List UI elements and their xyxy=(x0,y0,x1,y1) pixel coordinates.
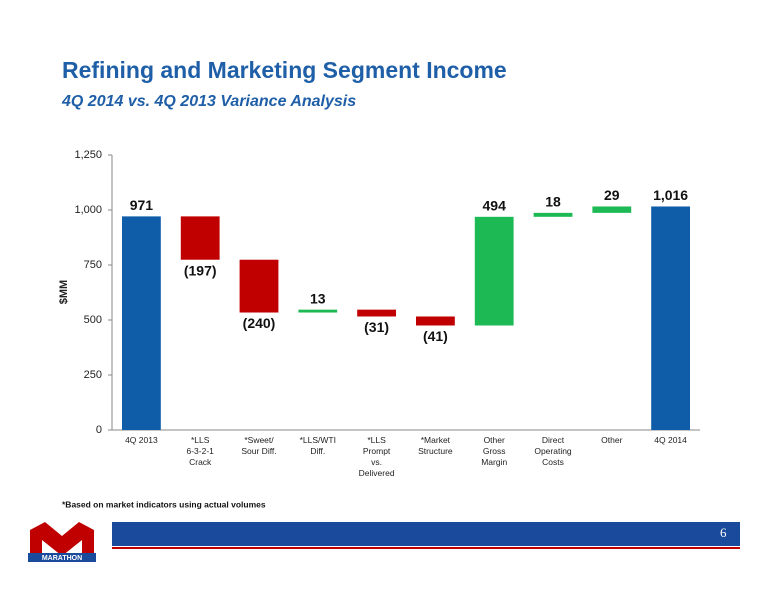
value-label: 29 xyxy=(604,187,620,203)
x-tick-line: Other xyxy=(484,435,505,445)
bar xyxy=(357,309,397,317)
x-tick-line: Margin xyxy=(481,457,507,467)
page-number: 6 xyxy=(720,525,727,540)
bar xyxy=(592,206,632,213)
value-label: (41) xyxy=(423,328,448,344)
bar xyxy=(533,212,573,217)
bar xyxy=(180,216,220,260)
y-tick-label: 1,000 xyxy=(74,204,102,216)
x-tick-label: *Market Structure xyxy=(418,435,453,456)
value-label: (240) xyxy=(243,315,276,331)
x-tick-line: *LLS xyxy=(367,435,386,445)
logo-band xyxy=(28,553,96,562)
x-tick-line: Crack xyxy=(189,457,212,467)
footer-rule xyxy=(112,547,740,549)
x-tick-line: *Market xyxy=(421,435,451,445)
bar xyxy=(474,216,514,326)
value-label: (31) xyxy=(364,319,389,335)
x-tick-label: 4Q 2013 xyxy=(125,435,158,445)
value-label: 971 xyxy=(130,197,154,213)
value-label: 1,016 xyxy=(653,187,688,203)
x-tick-line: *Sweet/ xyxy=(244,435,274,445)
y-tick-label: 0 xyxy=(96,424,102,436)
y-tick-label: 750 xyxy=(84,259,102,271)
value-label: (197) xyxy=(184,262,217,278)
bar xyxy=(651,206,691,430)
x-tick-line: 6-3-2-1 xyxy=(186,446,214,456)
logo-text: MARATHON xyxy=(42,555,82,562)
x-tick-label: Direct Operating Costs xyxy=(534,435,572,467)
bar xyxy=(298,309,338,313)
x-tick-label: *LLS 6-3-2-1 Crack xyxy=(186,435,214,467)
footer-bar xyxy=(112,522,740,546)
x-tick-line: Gross xyxy=(483,446,506,456)
y-tick-label: 1,250 xyxy=(74,149,102,161)
x-tick-line: Costs xyxy=(542,457,564,467)
x-tick-label: Other Gross Margin xyxy=(481,435,507,467)
bar xyxy=(121,216,161,430)
x-tick-line: Prompt xyxy=(363,446,391,456)
x-tick-line: vs. xyxy=(371,457,382,467)
x-tick-line: Delivered xyxy=(359,468,395,478)
logo: MARATHON xyxy=(28,522,96,562)
x-tick-line: *LLS xyxy=(191,435,210,445)
x-tick-line: 4Q 2013 xyxy=(125,435,158,445)
footnote: *Based on market indicators using actual… xyxy=(62,499,266,509)
x-tick-label: *Sweet/Sour Diff. xyxy=(241,435,276,456)
x-tick-line: Sour Diff. xyxy=(241,446,276,456)
x-tick-line: 4Q 2014 xyxy=(654,435,687,445)
value-label: 18 xyxy=(545,194,561,210)
chart-subtitle: 4Q 2014 vs. 4Q 2013 Variance Analysis xyxy=(61,93,356,110)
bar xyxy=(239,259,279,313)
x-tick-line: Other xyxy=(601,435,622,445)
bar xyxy=(415,316,455,326)
value-label: 13 xyxy=(310,290,326,306)
x-tick-label: *LLS/WTI Diff. xyxy=(300,435,336,456)
x-tick-line: Structure xyxy=(418,446,453,456)
x-tick-line: Direct xyxy=(542,435,565,445)
x-tick-label: 4Q 2014 xyxy=(654,435,687,445)
x-tick-label: *LLS Prompt vs. Delivered xyxy=(359,435,395,478)
value-label: 494 xyxy=(483,198,507,214)
x-tick-line: Operating xyxy=(534,446,572,456)
y-axis-label: $MM xyxy=(58,280,70,304)
y-tick-label: 250 xyxy=(84,369,102,381)
y-tick-label: 500 xyxy=(84,314,102,326)
x-tick-line: *LLS/WTI xyxy=(300,435,336,445)
x-tick-label: Other xyxy=(601,435,622,445)
x-tick-line: Diff. xyxy=(310,446,325,456)
chart-title: Refining and Marketing Segment Income xyxy=(62,57,507,83)
logo-mark xyxy=(30,522,94,556)
